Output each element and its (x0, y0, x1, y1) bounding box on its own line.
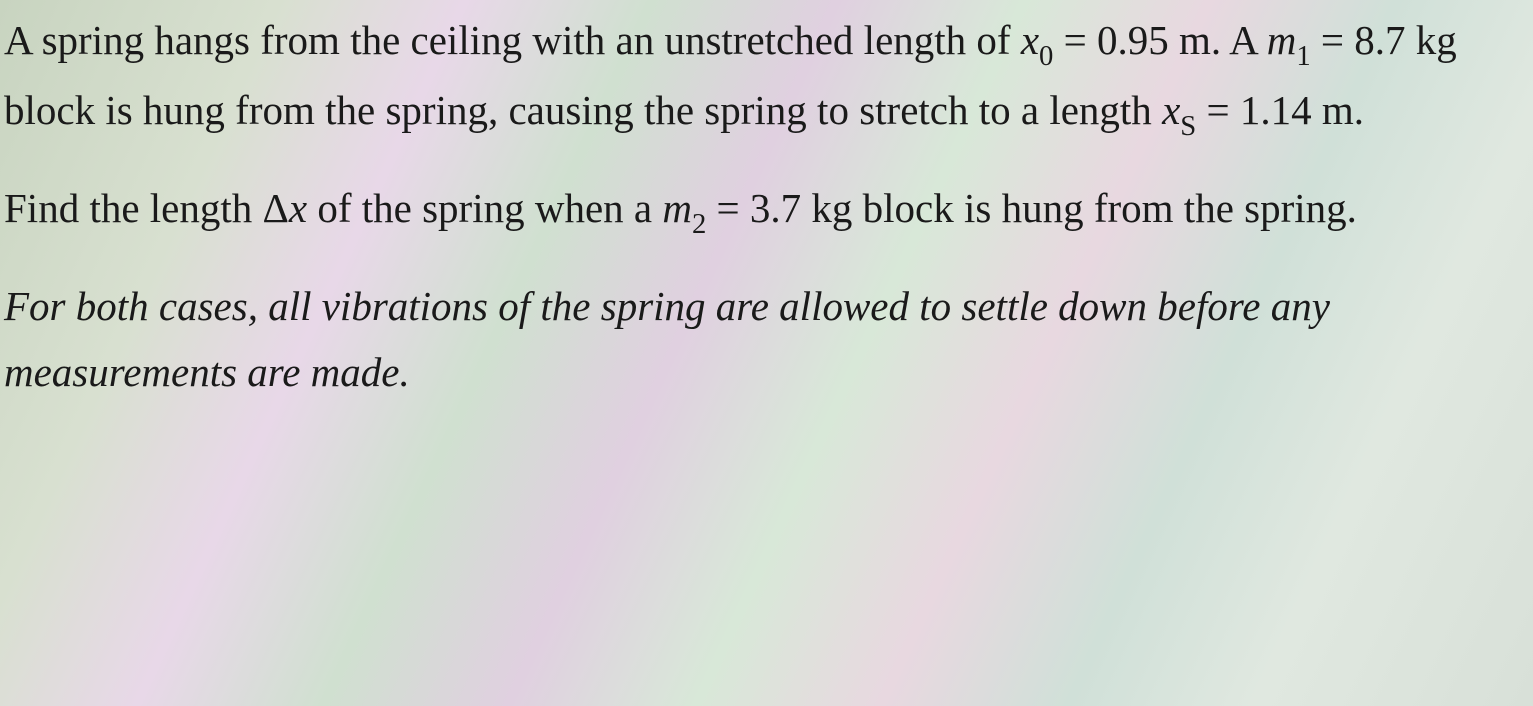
text-segment: of the spring when a (307, 185, 662, 231)
subscript-0: 0 (1039, 40, 1053, 72)
text-segment: A spring hangs from the ceiling with an … (4, 17, 1021, 63)
subscript-2: 2 (692, 208, 706, 240)
problem-text: A spring hangs from the ceiling with an … (4, 8, 1513, 406)
paragraph-3-italic: For both cases, all vibrations of the sp… (4, 274, 1513, 405)
text-segment: = 1.14 m. (1196, 87, 1364, 133)
delta-symbol: Δ (263, 185, 289, 231)
paragraph-1: A spring hangs from the ceiling with an … (4, 8, 1513, 148)
variable-x: x (289, 185, 307, 231)
text-segment: = 0.95 m. A (1053, 17, 1266, 63)
variable-m2: m (662, 185, 692, 231)
text-segment: = 3.7 kg block is hung from the spring. (706, 185, 1357, 231)
subscript-1: 1 (1296, 40, 1310, 72)
variable-x0: x (1021, 17, 1039, 63)
text-segment: For both cases, all vibrations of the sp… (4, 283, 1330, 395)
paragraph-2: Find the length Δx of the spring when a … (4, 176, 1513, 246)
variable-xs: x (1162, 87, 1180, 133)
text-segment: Find the length (4, 185, 263, 231)
subscript-s: S (1180, 110, 1196, 142)
variable-m1: m (1267, 17, 1297, 63)
